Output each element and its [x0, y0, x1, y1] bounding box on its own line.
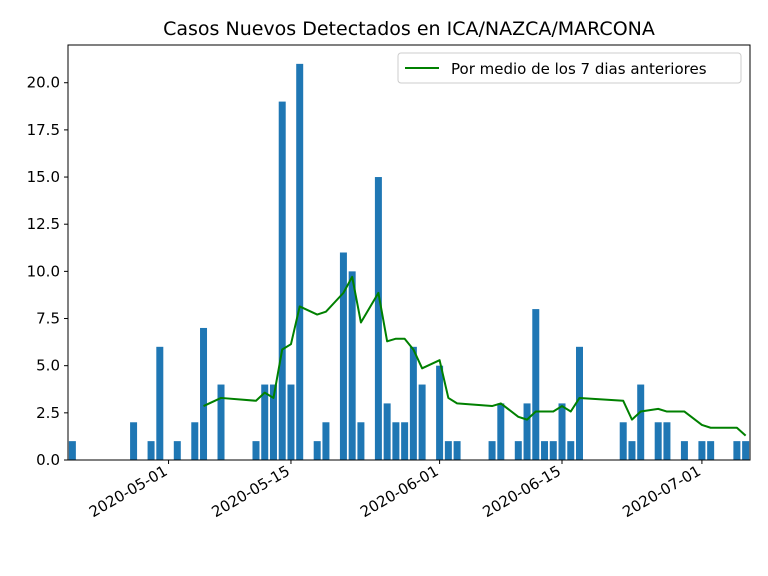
- y-tick-label: 7.5: [36, 310, 60, 328]
- y-tick-label: 5.0: [36, 357, 60, 375]
- bar: [401, 422, 409, 460]
- bar: [357, 422, 365, 460]
- bar: [374, 177, 382, 460]
- bar: [698, 441, 706, 460]
- y-tick-label: 15.0: [27, 168, 60, 186]
- bar: [637, 384, 645, 460]
- bar: [514, 441, 522, 460]
- bar: [742, 441, 750, 460]
- bar: [567, 441, 575, 460]
- bar: [173, 441, 181, 460]
- legend-label: Por medio de los 7 dias anteriores: [451, 60, 707, 78]
- x-tick-label: 2020-07-01: [619, 462, 704, 521]
- bar: [296, 63, 304, 460]
- x-tick-label: 2020-06-01: [357, 462, 442, 521]
- line-series: [203, 275, 747, 437]
- bar: [680, 441, 688, 460]
- y-tick-label: 10.0: [27, 262, 60, 280]
- bar: [383, 403, 391, 460]
- bar: [558, 403, 566, 460]
- y-tick-label: 0.0: [36, 451, 60, 469]
- bar: [339, 252, 347, 460]
- bar: [576, 346, 583, 460]
- bar: [261, 384, 269, 460]
- bar: [444, 441, 452, 460]
- bar: [269, 384, 277, 460]
- bar: [523, 403, 531, 460]
- legend-box: [397, 52, 742, 84]
- line-layer: [203, 275, 747, 437]
- bar: [733, 441, 741, 460]
- bar: [532, 309, 540, 460]
- bar: [68, 441, 76, 460]
- plot-frame: [67, 44, 751, 461]
- bar: [348, 271, 356, 460]
- bar: [200, 327, 208, 460]
- bar: [217, 384, 225, 460]
- bar: [549, 441, 557, 460]
- x-tick-label: 2020-05-15: [208, 462, 293, 521]
- y-tick-label: 12.5: [27, 215, 60, 233]
- bar: [497, 403, 505, 460]
- bar: [252, 441, 260, 460]
- bar: [628, 441, 636, 460]
- bar: [707, 441, 715, 460]
- x-tick-label: 2020-06-15: [480, 462, 565, 521]
- bar: [287, 384, 295, 460]
- bar: [453, 441, 461, 460]
- bar: [278, 101, 286, 460]
- bar: [313, 441, 321, 460]
- bar: [147, 441, 155, 460]
- y-tick-label: 2.5: [36, 404, 60, 422]
- y-tick-label: 17.5: [27, 121, 60, 139]
- bar: [409, 346, 417, 460]
- bar: [322, 422, 330, 460]
- bar: [488, 441, 496, 460]
- bar: [436, 365, 444, 460]
- bar: [541, 441, 549, 460]
- x-tick-label: 2020-05-01: [86, 462, 171, 521]
- bar: [191, 422, 199, 460]
- chart-title: Casos Nuevos Detectados en ICA/NAZCA/MAR…: [163, 18, 655, 40]
- bar: [156, 346, 164, 460]
- bars-layer: [68, 63, 750, 460]
- bar: [392, 422, 400, 460]
- bar: [619, 422, 627, 460]
- y-tick-label: 20.0: [27, 74, 60, 92]
- bar: [663, 422, 671, 460]
- bar: [130, 422, 138, 460]
- bar: [654, 422, 662, 460]
- legend: Por medio de los 7 dias anteriores: [397, 52, 742, 84]
- bar: [418, 384, 426, 460]
